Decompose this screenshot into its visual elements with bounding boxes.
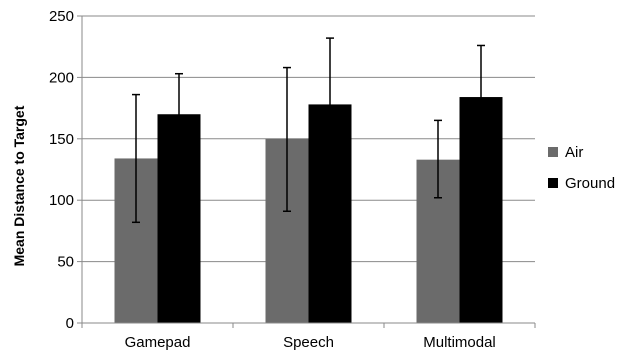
x-tick-label: Multimodal (423, 334, 496, 351)
y-tick-label: 0 (66, 315, 74, 332)
error-bars (132, 37, 485, 224)
y-tick-label: 250 (49, 8, 74, 25)
legend-swatch-air (548, 147, 558, 157)
y-axis-ticks: 0 50 100 150 200 250 (49, 8, 82, 332)
x-tick-label: Gamepad (125, 334, 191, 351)
y-tick-label: 50 (57, 254, 74, 271)
bars (114, 97, 503, 324)
y-tick-label: 150 (49, 131, 74, 148)
x-tick-label: Speech (283, 334, 334, 351)
x-axis-categories: Gamepad Speech Multimodal (125, 334, 496, 351)
y-tick-label: 100 (49, 192, 74, 209)
legend: Air Ground (548, 144, 615, 192)
axes (81, 16, 536, 328)
y-axis-label: Mean Distance to Target (11, 105, 27, 266)
legend-label-ground: Ground (565, 175, 615, 192)
y-tick-label: 200 (49, 69, 74, 86)
legend-label-air: Air (565, 144, 583, 161)
legend-swatch-ground (548, 178, 558, 188)
